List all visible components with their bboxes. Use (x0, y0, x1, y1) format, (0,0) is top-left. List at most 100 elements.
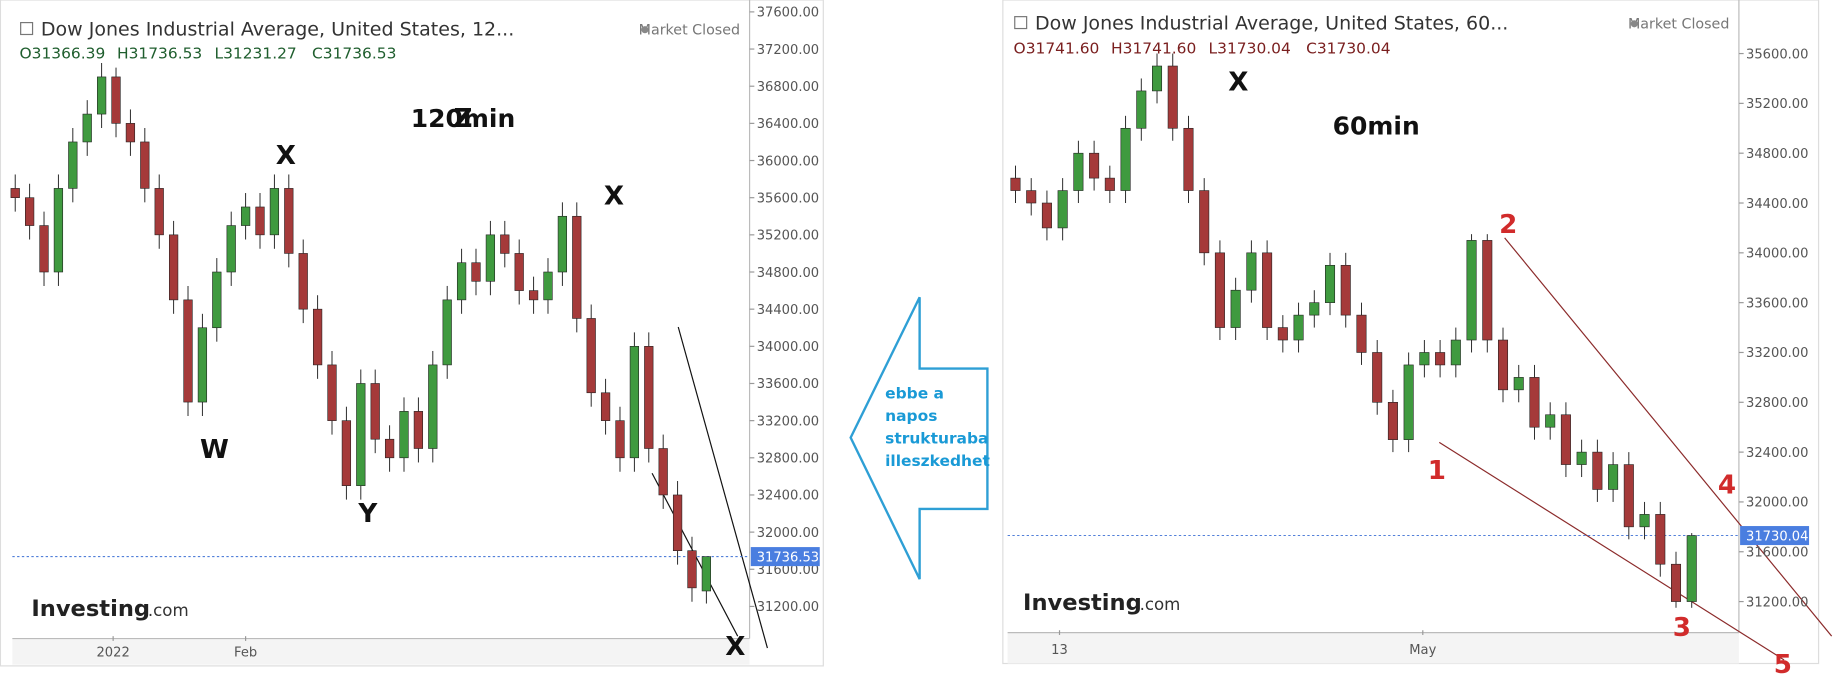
candle-body (111, 76, 121, 124)
last-price-box (1740, 526, 1810, 546)
y-tick-label: 35600.00 (757, 191, 819, 206)
watermark: Investing (31, 596, 150, 622)
ohlc-value: L31231.27 (214, 44, 296, 62)
candle-body (168, 234, 179, 301)
status-dot (1630, 20, 1638, 28)
wave-label: 3 (1673, 613, 1691, 643)
y-tick-label: 34800.00 (757, 266, 819, 281)
y-tick-label: 34800.00 (1746, 147, 1808, 162)
candle-body (528, 290, 539, 301)
trendline (677, 326, 768, 649)
callout-arrow (849, 296, 989, 580)
trendline (1504, 237, 1833, 637)
chart-title: Dow Jones Industrial Average, United Sta… (1035, 13, 1508, 35)
candle-body (284, 188, 294, 254)
candle-body (255, 206, 265, 236)
candle-body (68, 141, 78, 189)
candle-body (1324, 264, 1336, 303)
candle-body (1686, 535, 1697, 602)
y-tick-label: 31200.00 (757, 600, 819, 615)
candle-body (672, 494, 683, 551)
y-tick-label: 32000.00 (757, 526, 819, 541)
candle-body (341, 420, 352, 486)
candle-body (1592, 451, 1603, 490)
x-tick-label: 2022 (96, 645, 129, 660)
candle-body (1277, 327, 1288, 341)
watermark-suffix: .com (1140, 595, 1181, 614)
wave-label: 2 (1499, 210, 1517, 240)
candle-body (1450, 339, 1461, 366)
candle-body (140, 141, 150, 189)
candle-body (557, 215, 568, 273)
candle-body (456, 262, 467, 301)
y-tick-label: 35600.00 (1746, 47, 1808, 62)
candle-body (1167, 65, 1178, 129)
last-price-label: 31736.53 (757, 550, 819, 565)
candle-body (298, 253, 308, 310)
candle-body (1262, 252, 1273, 328)
candle-body (1309, 302, 1320, 316)
candle-body (82, 113, 92, 143)
y-tick-label: 33600.00 (757, 377, 819, 392)
y-tick-label: 34400.00 (1746, 197, 1808, 212)
time-strip (12, 638, 750, 665)
candle-body (1655, 514, 1666, 565)
candle-body (1089, 152, 1100, 179)
callout-text: ebbe a (885, 384, 944, 402)
candle-body (226, 225, 236, 273)
candle-body (428, 364, 438, 449)
candle-body (1183, 127, 1194, 191)
callout-text: strukturaba (885, 430, 988, 448)
ohlc-value: O31741.60 (1014, 40, 1100, 58)
candle-body (701, 556, 712, 592)
x-tick-label: 13 (1051, 643, 1068, 658)
candle-body (154, 188, 164, 236)
candle-body (384, 438, 395, 459)
candle-body (1403, 364, 1414, 440)
wave-label: X (604, 182, 624, 212)
wave-label: W (200, 435, 229, 465)
y-tick-label: 35200.00 (757, 229, 819, 244)
candle-body (10, 188, 20, 198)
candle-body (572, 215, 582, 319)
candle-body (312, 308, 323, 366)
y-tick-label: 34000.00 (1746, 247, 1808, 262)
candle-body (471, 262, 481, 282)
timeframe-label: 120min (411, 104, 515, 133)
candle-body (514, 253, 524, 291)
candle-body (25, 197, 35, 226)
candle-body (1513, 377, 1524, 391)
last-price-label: 31730.04 (1746, 529, 1808, 544)
wave-label: Y (357, 499, 378, 529)
candle-body (1026, 190, 1037, 204)
candle-body (1230, 289, 1241, 328)
candle-body (1057, 190, 1068, 229)
y-tick-label: 32800.00 (757, 452, 819, 467)
candle-body (442, 299, 452, 366)
candle-body (1293, 314, 1304, 341)
watermark-suffix: .com (148, 601, 189, 620)
candle-body (644, 346, 654, 449)
ohlc-value: H31741.60 (1111, 40, 1196, 58)
y-tick-label: 34400.00 (757, 303, 819, 318)
candle-body (327, 364, 337, 421)
candle-body (1576, 451, 1587, 465)
y-tick-label: 31600.00 (757, 563, 819, 578)
collapse-icon (20, 21, 34, 36)
candle-body (197, 327, 208, 403)
candle-body (1435, 352, 1446, 366)
candle-body (96, 76, 107, 115)
y-tick-label: 37600.00 (757, 6, 819, 21)
y-tick-label: 32800.00 (1746, 396, 1808, 411)
timeframe-label: 60min (1333, 111, 1420, 140)
ohlc-value: C31730.04 (1306, 40, 1390, 58)
x-tick-label: May (1409, 643, 1436, 658)
y-tick-label: 35200.00 (1746, 97, 1808, 112)
candle-body (1041, 202, 1052, 229)
trendline (1438, 441, 1785, 661)
candle-body (687, 550, 697, 589)
candle-body (1387, 401, 1398, 440)
y-tick-label: 32400.00 (1746, 446, 1808, 461)
candle-body (1136, 90, 1147, 129)
candle-body (356, 383, 366, 486)
